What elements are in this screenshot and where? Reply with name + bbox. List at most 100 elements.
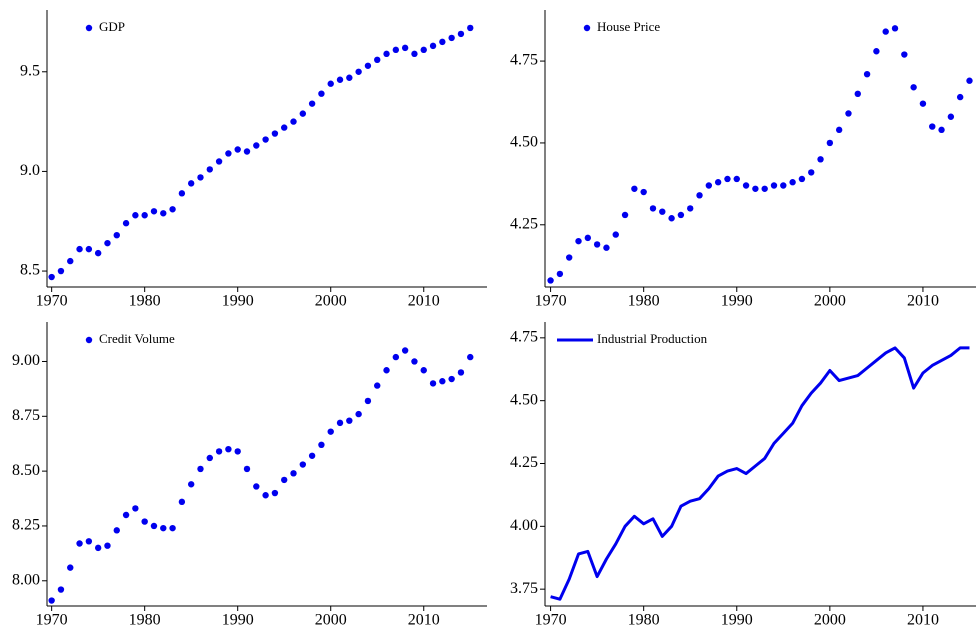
data-point bbox=[76, 540, 83, 547]
data-point bbox=[401, 44, 409, 52]
data-point bbox=[234, 146, 241, 153]
data-point bbox=[448, 375, 455, 383]
data-point bbox=[929, 123, 936, 130]
data-point bbox=[104, 542, 111, 549]
data-line bbox=[550, 346, 970, 601]
data-point bbox=[243, 465, 251, 473]
data-point bbox=[938, 126, 945, 134]
y-tick-label: 4.25 bbox=[510, 215, 538, 232]
x-tick-label: 2010 bbox=[907, 293, 939, 310]
data-point bbox=[234, 448, 241, 455]
x-tick-label: 1970 bbox=[535, 293, 567, 310]
data-point bbox=[854, 90, 861, 98]
data-point bbox=[411, 358, 418, 365]
data-point bbox=[705, 182, 713, 189]
data-point bbox=[742, 182, 750, 189]
data-point bbox=[225, 150, 232, 157]
y-tick-label: 4.75 bbox=[510, 329, 538, 346]
x-tick-label: 2010 bbox=[907, 612, 939, 629]
data-point bbox=[547, 277, 554, 284]
y-tick-label: 9.5 bbox=[20, 62, 40, 79]
x-tick-label: 2010 bbox=[408, 293, 440, 310]
data-point bbox=[603, 244, 610, 251]
y-tick-label: 9.0 bbox=[20, 162, 40, 179]
data-point bbox=[299, 110, 307, 117]
x-tick-label: 1980 bbox=[129, 612, 161, 629]
data-point bbox=[956, 93, 964, 101]
data-point bbox=[364, 397, 372, 405]
data-point bbox=[439, 38, 446, 46]
legend-label: House Price bbox=[597, 19, 660, 34]
data-point bbox=[215, 448, 223, 455]
data-point bbox=[187, 481, 195, 488]
legend-swatch bbox=[583, 24, 591, 32]
data-point bbox=[57, 267, 65, 275]
data-point bbox=[48, 273, 55, 281]
x-tick-label: 2000 bbox=[814, 293, 846, 310]
data-point bbox=[420, 367, 427, 374]
data-point bbox=[346, 74, 353, 81]
data-point bbox=[733, 175, 740, 183]
data-point bbox=[411, 50, 418, 58]
data-point bbox=[253, 142, 260, 149]
data-point bbox=[593, 241, 601, 248]
x-tick-label: 1970 bbox=[36, 612, 68, 629]
data-point bbox=[835, 126, 843, 134]
legend-swatch bbox=[85, 336, 93, 344]
data-point bbox=[752, 185, 759, 192]
data-point bbox=[160, 210, 167, 217]
data-point bbox=[649, 205, 657, 212]
data-point bbox=[132, 505, 139, 512]
data-point bbox=[761, 185, 768, 192]
x-tick-label: 1970 bbox=[36, 293, 68, 310]
data-point bbox=[122, 511, 130, 519]
data-point bbox=[104, 239, 111, 247]
data-point bbox=[243, 148, 251, 155]
data-point bbox=[113, 527, 120, 534]
legend-label: Credit Volume bbox=[99, 331, 175, 346]
x-tick-label: 1980 bbox=[129, 293, 161, 310]
legend-swatch bbox=[85, 24, 93, 32]
y-tick-label: 4.75 bbox=[510, 52, 538, 69]
data-point bbox=[467, 24, 474, 32]
data-point bbox=[631, 185, 638, 192]
data-point bbox=[67, 257, 74, 265]
data-point bbox=[659, 208, 666, 215]
data-point bbox=[290, 470, 297, 477]
data-point bbox=[253, 483, 260, 490]
y-tick-label: 8.75 bbox=[12, 407, 40, 424]
x-tick-label: 1990 bbox=[721, 612, 753, 629]
data-point bbox=[150, 208, 158, 215]
data-point bbox=[364, 62, 372, 69]
data-point bbox=[770, 182, 778, 189]
y-tick-label: 8.5 bbox=[20, 262, 40, 279]
data-point bbox=[94, 249, 102, 257]
x-tick-label: 1980 bbox=[628, 612, 660, 629]
data-point bbox=[873, 48, 880, 55]
data-point bbox=[798, 175, 806, 183]
x-tick-label: 1990 bbox=[721, 293, 753, 310]
y-tick-label: 9.00 bbox=[12, 352, 40, 369]
data-point bbox=[67, 564, 74, 571]
data-point bbox=[281, 124, 288, 131]
data-point bbox=[187, 180, 195, 187]
data-point bbox=[271, 489, 279, 497]
x-tick-label: 2000 bbox=[814, 612, 846, 629]
data-point bbox=[640, 188, 647, 196]
data-point bbox=[677, 211, 685, 219]
data-point bbox=[420, 46, 427, 54]
data-point bbox=[308, 100, 316, 107]
data-point bbox=[318, 441, 325, 449]
data-point bbox=[383, 50, 390, 58]
data-point bbox=[714, 179, 722, 186]
data-point bbox=[863, 70, 871, 78]
data-point bbox=[346, 417, 353, 424]
data-point bbox=[401, 347, 409, 354]
data-point bbox=[374, 56, 381, 64]
data-point bbox=[150, 522, 158, 530]
data-point bbox=[355, 68, 362, 75]
data-point bbox=[94, 544, 102, 552]
data-point bbox=[826, 139, 834, 147]
data-point bbox=[910, 84, 917, 91]
